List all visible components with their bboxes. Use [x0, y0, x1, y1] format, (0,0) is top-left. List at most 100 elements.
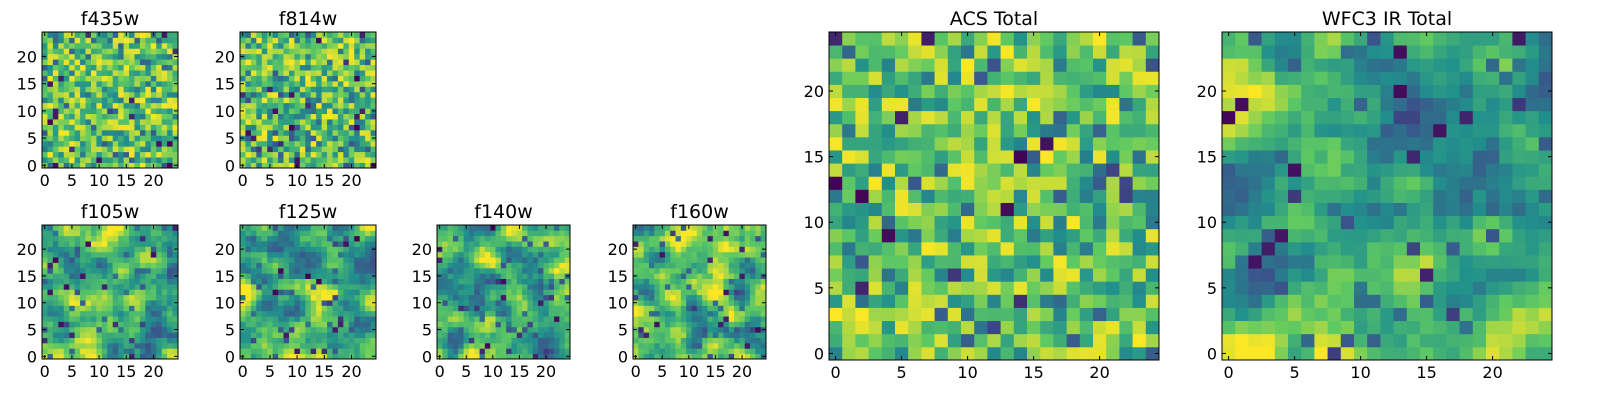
- heatmap-cell: [327, 241, 333, 247]
- heatmap-cell: [527, 267, 534, 274]
- heatmap-cell: [1486, 320, 1500, 335]
- heatmap-cell: [245, 267, 252, 274]
- heatmap-cell: [442, 241, 449, 247]
- heatmap-cell: [686, 246, 692, 253]
- heatmap-cell: [134, 246, 141, 253]
- heatmap-cell: [974, 346, 988, 361]
- heatmap-cell: [107, 32, 114, 38]
- heatmap-cell: [1235, 255, 1249, 269]
- heatmap-cell: [538, 294, 544, 301]
- heatmap-cell: [670, 235, 676, 242]
- heatmap-cell: [354, 80, 361, 87]
- heatmap-cell: [261, 162, 268, 169]
- heatmap-cell: [74, 124, 81, 131]
- heatmap-cell: [974, 294, 988, 308]
- heatmap-cell: [348, 310, 355, 317]
- heatmap-cell: [868, 123, 883, 138]
- heatmap-cell: [868, 255, 883, 269]
- heatmap-cell: [921, 255, 935, 269]
- heatmap-cell: [283, 135, 290, 142]
- heatmap-cell: [156, 230, 163, 237]
- heatmap-cell: [69, 230, 76, 237]
- heatmap-cell: [156, 119, 163, 125]
- heatmap-cell: [675, 251, 682, 258]
- heatmap-cell: [118, 278, 124, 285]
- heatmap-cell: [321, 80, 328, 87]
- heatmap-cell: [370, 157, 377, 163]
- heatmap-cell: [527, 257, 534, 263]
- heatmap-cell: [256, 162, 263, 169]
- heatmap-cell: [310, 140, 317, 147]
- heatmap-cell: [101, 146, 108, 153]
- heatmap-cell: [167, 294, 173, 301]
- heatmap-cell: [359, 273, 366, 279]
- heatmap-cell: [343, 348, 350, 355]
- heatmap-cell: [74, 91, 81, 98]
- heatmap-cell: [107, 289, 114, 296]
- heatmap-cell: [156, 348, 163, 355]
- heatmap-cell: [1027, 333, 1041, 348]
- heatmap-cell: [118, 316, 124, 322]
- heatmap-cell: [288, 64, 295, 71]
- heatmap-cell: [1093, 307, 1107, 322]
- heatmap-cell: [167, 53, 173, 60]
- heatmap-cell: [1000, 202, 1015, 217]
- heatmap-cell: [522, 337, 528, 344]
- heatmap-cell: [74, 300, 81, 306]
- heatmap-cell: [161, 97, 168, 104]
- heatmap-cell: [305, 80, 312, 87]
- heatmap-cell: [921, 58, 935, 72]
- heatmap-cell: [316, 246, 322, 253]
- heatmap-cell: [516, 326, 523, 333]
- heatmap-cell: [750, 353, 756, 360]
- heatmap-cell: [348, 235, 355, 242]
- heatmap-cell: [118, 353, 124, 360]
- heatmap-cell: [150, 342, 157, 349]
- heatmap-cell: [261, 146, 268, 153]
- heatmap-cell: [58, 342, 65, 349]
- heatmap-cell: [474, 353, 480, 360]
- heatmap-cell: [664, 257, 671, 263]
- heatmap-cell: [294, 283, 301, 290]
- heatmap-cell: [633, 230, 639, 237]
- heatmap-cell: [167, 42, 173, 49]
- heatmap-cell: [69, 337, 76, 344]
- heatmap-cell: [305, 162, 312, 169]
- heatmap-cell: [1222, 189, 1236, 203]
- heatmap-cell: [739, 241, 746, 247]
- heatmap-cell: [654, 278, 660, 285]
- heatmap-cell: [654, 294, 660, 301]
- heatmap-cell: [881, 58, 896, 72]
- heatmap-cell: [479, 257, 486, 263]
- heatmap-cell: [638, 283, 645, 290]
- heatmap-cell: [101, 294, 108, 301]
- heatmap-cell: [337, 241, 344, 247]
- panel-title: ACS Total: [950, 8, 1038, 30]
- heatmap-cell: [52, 294, 59, 301]
- heatmap-cell: [42, 102, 48, 109]
- heatmap-cell: [150, 135, 157, 142]
- heatmap-cell: [63, 91, 70, 98]
- heatmap-cell: [484, 257, 491, 263]
- heatmap-cell: [129, 48, 135, 55]
- heatmap-cell: [118, 289, 124, 296]
- heatmap-cell: [1340, 307, 1355, 322]
- panel-title: f125w: [279, 201, 338, 223]
- heatmap-cell: [670, 332, 676, 338]
- heatmap-cell: [718, 348, 724, 355]
- heatmap-cell: [288, 289, 295, 296]
- heatmap-cell: [107, 80, 114, 87]
- heatmap-cell: [947, 215, 962, 230]
- heatmap-cell: [42, 283, 48, 290]
- heatmap-cell: [327, 305, 333, 312]
- heatmap-cell: [842, 71, 856, 85]
- heatmap-cell: [739, 337, 746, 344]
- heatmap-cell: [305, 102, 312, 109]
- heatmap-cell: [359, 321, 366, 328]
- heatmap-cell: [332, 70, 339, 76]
- heatmap-cell: [538, 353, 544, 360]
- heatmap-cell: [463, 300, 470, 306]
- heatmap-cell: [332, 113, 339, 120]
- heatmap-cell: [261, 262, 268, 269]
